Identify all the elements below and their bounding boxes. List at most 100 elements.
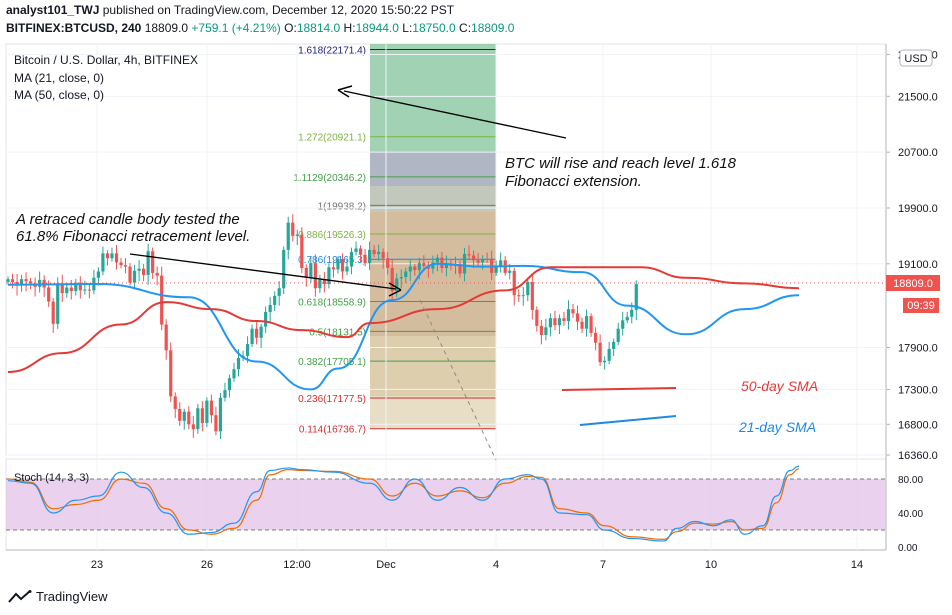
stoch-k-line (7, 465, 800, 542)
candle-body (218, 397, 223, 432)
candle-body (553, 318, 557, 326)
candle-body (508, 270, 512, 273)
stoch-tick-label: 0.00 (898, 543, 918, 554)
candle-body (56, 283, 60, 324)
low-value: 18750.0 (412, 21, 456, 35)
last-price-badge-text: 18809.0 (893, 278, 933, 290)
fib-level-label: 0.382(17705.1) (298, 357, 366, 368)
candle-body (440, 257, 444, 268)
tradingview-brand: TradingView (36, 589, 108, 604)
time-axis[interactable]: 23 26 12:00 Dec 4 7 10 14 (91, 44, 863, 571)
candle-body (105, 253, 110, 259)
candle-body (634, 284, 638, 310)
candle-body (110, 253, 114, 259)
candle-body (178, 408, 182, 421)
candle-body (345, 266, 349, 272)
candle-body (128, 266, 132, 283)
candle-body (286, 222, 290, 250)
candle-body (236, 358, 241, 370)
fib-level-label: 0.618(18558.9) (298, 298, 366, 309)
stoch-band (6, 479, 886, 530)
fib-zone-low (370, 336, 496, 396)
candle-body (354, 248, 358, 252)
candle-body (422, 263, 426, 266)
candle-body (87, 289, 91, 291)
footer-brand[interactable]: TradingView (8, 589, 108, 604)
candle-body (295, 234, 299, 236)
symbol-label: BITFINEX:BTCUSD, 240 (6, 21, 142, 35)
time-tick-label: 4 (493, 559, 499, 571)
stoch-tick-label: 40.00 (898, 509, 923, 520)
candle-body (205, 400, 209, 423)
candle-body (358, 248, 363, 255)
candle-body (336, 258, 340, 270)
candle-body (223, 390, 227, 398)
candle-body (200, 408, 204, 423)
candle-body (101, 253, 105, 272)
price-tick-label: 16360.0 (898, 450, 938, 462)
close-value: 18809.0 (471, 21, 515, 35)
candle-body (114, 253, 119, 263)
candle-body (616, 328, 620, 342)
price-axis[interactable]: 22100.021500.020700.019900.019100.017900… (6, 49, 938, 462)
currency-button[interactable]: USD (899, 49, 933, 67)
sma21-legend-line (579, 415, 677, 426)
candle-body (155, 272, 159, 276)
candle-body (458, 263, 462, 274)
candle-body (594, 332, 598, 343)
candle-body (151, 251, 155, 273)
candle-body (481, 258, 485, 263)
fib-level-label: 0.886(19526.3) (298, 230, 366, 241)
sma50-label: 50-day SMA (741, 378, 818, 394)
ma21-legend[interactable]: MA (21, close, 0) (14, 71, 104, 85)
candle-body (15, 281, 19, 286)
arrow-to-fib-extension (337, 85, 567, 139)
fib-zone-1272 (370, 152, 496, 186)
candle-body (630, 309, 634, 317)
stoch-title[interactable]: Stoch (14, 3, 3) (14, 472, 89, 484)
candle-body (6, 279, 10, 282)
time-tick-label: 12:00 (283, 559, 311, 571)
fib-level-label: 0.5(18131.5) (309, 327, 366, 338)
ma21-line (7, 262, 800, 391)
ma50-legend[interactable]: MA (50, close, 0) (14, 88, 104, 102)
fib-level-label: 1.1129(20346.2) (293, 173, 366, 184)
candle-body (381, 251, 385, 259)
candle-body (530, 281, 534, 310)
candle-body (612, 341, 616, 349)
candle-body (322, 279, 326, 285)
fib-level-label: 1.272(20921.1) (298, 133, 366, 144)
candle-body (96, 271, 100, 278)
candle-body (575, 313, 580, 322)
candle-body (173, 396, 177, 409)
fib-level-label: 0.236(17177.5) (298, 394, 366, 405)
publisher-name[interactable]: analyst101_TWJ (6, 3, 100, 17)
candle-body (232, 369, 236, 379)
candle-body (331, 267, 336, 270)
arrow-to-retracement (129, 253, 402, 297)
candle-body (169, 350, 173, 397)
fibonacci-levels: 1.618(22171.4) 1.272(20921.1) 1.1129(20346… (293, 45, 496, 436)
candle-body (313, 263, 317, 289)
candle-body (557, 318, 562, 326)
candle-body (164, 324, 168, 351)
last-price: 18809.0 (141, 21, 192, 35)
candle-body (390, 267, 394, 292)
candle-body (404, 271, 408, 278)
candle-body (309, 263, 313, 278)
candle-body (499, 260, 503, 266)
candle-body (142, 268, 146, 275)
candle-body (340, 258, 345, 272)
candle-body (51, 301, 55, 324)
candle-body (517, 295, 521, 297)
candle-body (38, 279, 42, 287)
fib-level-label: 1.618(22171.4) (298, 45, 366, 56)
price-tick-label: 16800.0 (898, 419, 938, 431)
candle-body (191, 424, 195, 430)
time-tick-label: 10 (705, 559, 717, 571)
fibonacci-zones[interactable] (370, 44, 496, 429)
candle-body (83, 289, 87, 291)
candle-body (417, 263, 421, 271)
stoch-tick-label: 80.00 (898, 475, 923, 486)
